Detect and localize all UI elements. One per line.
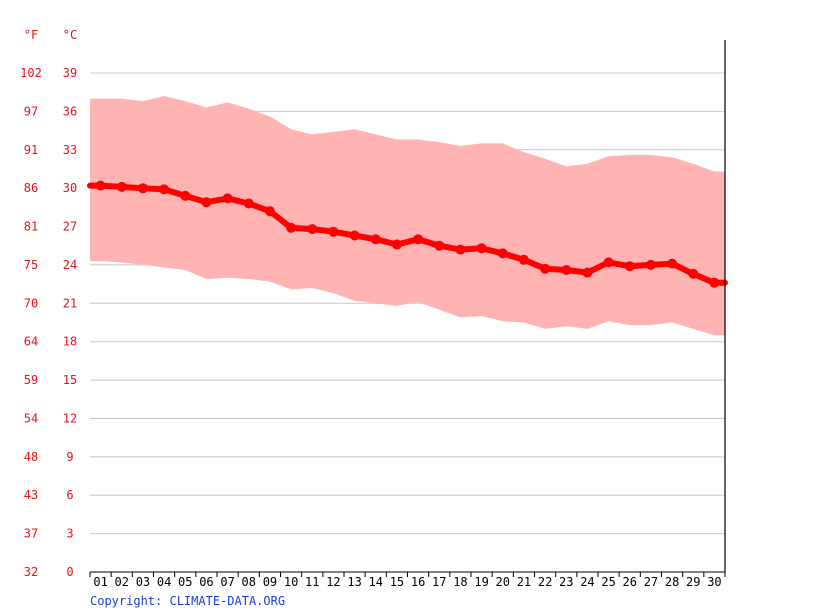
data-point (286, 222, 297, 233)
y-tick-fahrenheit: 48 (24, 450, 38, 464)
y-tick-fahrenheit: 91 (24, 143, 38, 157)
x-tick-label: 26 (623, 575, 637, 589)
x-tick-label: 20 (496, 575, 510, 589)
fahrenheit-unit-label: °F (24, 28, 38, 42)
y-tick-fahrenheit: 86 (24, 181, 38, 195)
data-point (137, 183, 148, 194)
x-tick-label: 11 (305, 575, 319, 589)
y-tick-fahrenheit: 75 (24, 258, 38, 272)
x-tick-label: 17 (432, 575, 446, 589)
y-tick-celsius: 39 (63, 66, 77, 80)
x-tick-label: 19 (474, 575, 488, 589)
data-point (518, 254, 529, 265)
x-tick-label: 06 (199, 575, 213, 589)
y-tick-celsius: 33 (63, 143, 77, 157)
y-tick-fahrenheit: 97 (24, 104, 38, 118)
x-tick-label: 21 (517, 575, 531, 589)
data-point (603, 257, 614, 268)
y-tick-fahrenheit: 70 (24, 296, 38, 310)
data-point (159, 184, 170, 195)
x-tick-label: 05 (178, 575, 192, 589)
data-point (222, 193, 233, 204)
celsius-unit-label: °C (63, 28, 77, 42)
data-point (201, 197, 212, 208)
data-point (264, 206, 275, 217)
x-tick-label: 23 (559, 575, 573, 589)
range-area (90, 96, 725, 336)
x-tick-label: 29 (686, 575, 700, 589)
data-point (180, 190, 191, 201)
x-tick-label: 12 (326, 575, 340, 589)
x-tick-label: 27 (644, 575, 658, 589)
x-tick-label: 02 (115, 575, 129, 589)
y-tick-celsius: 6 (66, 488, 73, 502)
data-point (370, 234, 381, 245)
x-tick-label: 30 (707, 575, 721, 589)
x-tick-label: 08 (242, 575, 256, 589)
axis-labels: °F °C (24, 28, 77, 42)
x-tick-label: 13 (347, 575, 361, 589)
data-point (540, 263, 551, 274)
y-tick-celsius: 36 (63, 104, 77, 118)
data-point (391, 239, 402, 250)
y-tick-celsius: 18 (63, 335, 77, 349)
y-tick-celsius: 15 (63, 373, 77, 387)
y-tick-celsius: 30 (63, 181, 77, 195)
x-tick-label: 22 (538, 575, 552, 589)
y-tick-celsius: 21 (63, 296, 77, 310)
y-tick-fahrenheit: 102 (20, 66, 42, 80)
x-tick-label: 16 (411, 575, 425, 589)
y-tick-celsius: 9 (66, 450, 73, 464)
data-point (497, 248, 508, 259)
data-point (307, 224, 318, 235)
data-point (413, 234, 424, 245)
axes: 0323376439481254155918642170247527813086… (20, 40, 726, 589)
data-point (667, 258, 678, 269)
temperature-range-band (90, 96, 725, 336)
y-tick-fahrenheit: 81 (24, 220, 38, 234)
data-point (709, 277, 720, 288)
data-point (624, 261, 635, 272)
x-tick-label: 18 (453, 575, 467, 589)
x-tick-label: 03 (136, 575, 150, 589)
x-tick-label: 24 (580, 575, 594, 589)
x-tick-label: 09 (263, 575, 277, 589)
data-point (645, 259, 656, 270)
data-point (455, 244, 466, 255)
x-tick-label: 25 (601, 575, 615, 589)
y-tick-fahrenheit: 59 (24, 373, 38, 387)
y-tick-celsius: 3 (66, 527, 73, 541)
y-tick-fahrenheit: 54 (24, 411, 38, 425)
x-tick-label: 14 (369, 575, 383, 589)
data-point (688, 268, 699, 279)
x-tick-label: 01 (93, 575, 107, 589)
data-point (582, 267, 593, 278)
data-point (328, 226, 339, 237)
data-point (476, 243, 487, 254)
data-point (434, 240, 445, 251)
data-point (561, 265, 572, 275)
x-tick-label: 04 (157, 575, 171, 589)
copyright-text: Copyright: CLIMATE-DATA.ORG (90, 594, 285, 608)
y-tick-fahrenheit: 32 (24, 565, 38, 579)
x-tick-label: 10 (284, 575, 298, 589)
y-tick-celsius: 0 (66, 565, 73, 579)
y-tick-celsius: 24 (63, 258, 77, 272)
y-tick-fahrenheit: 64 (24, 335, 38, 349)
x-tick-label: 28 (665, 575, 679, 589)
y-tick-fahrenheit: 43 (24, 488, 38, 502)
data-point (95, 180, 106, 191)
mean-temperature-series (87, 180, 728, 288)
y-tick-celsius: 12 (63, 411, 77, 425)
y-tick-fahrenheit: 37 (24, 527, 38, 541)
y-tick-celsius: 27 (63, 220, 77, 234)
data-point (243, 198, 254, 209)
x-tick-label: 15 (390, 575, 404, 589)
x-tick-label: 07 (220, 575, 234, 589)
data-point (116, 181, 127, 192)
data-point (349, 230, 360, 241)
